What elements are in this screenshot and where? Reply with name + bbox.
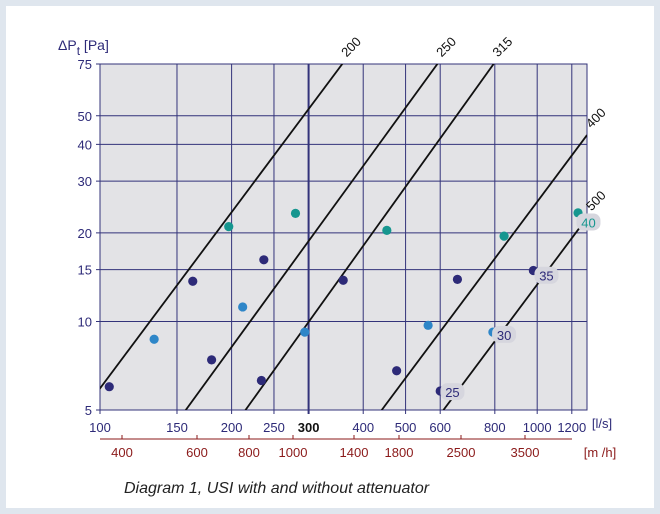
data-point: [423, 320, 433, 330]
point-label-bg: [492, 325, 517, 343]
chart-caption: Diagram 1, USI with and without attenuat…: [124, 480, 430, 497]
x-tick-label: 100: [89, 420, 111, 435]
x-axis-label: [l/s]: [592, 416, 612, 431]
data-point: [224, 222, 234, 232]
secondary-tick-label: 2500: [447, 445, 476, 460]
point-label-bg: [576, 213, 601, 231]
data-point: [149, 334, 159, 344]
y-tick-label: 20: [78, 226, 92, 241]
x-tick-label: 300: [298, 420, 320, 435]
series-line-315: [244, 64, 495, 410]
x-tick-label: 400: [352, 420, 374, 435]
series-label-315: 315: [489, 34, 515, 60]
series-line-250: [184, 64, 439, 410]
y-axis-label: ΔPt [Pa]: [58, 37, 109, 58]
point-label: 30: [497, 328, 511, 343]
point-label-bg: [440, 383, 465, 401]
point-label: 35: [539, 269, 553, 284]
x-tick-label: 150: [166, 420, 188, 435]
y-tick-label: 15: [78, 263, 92, 278]
secondary-tick-label: 3500: [511, 445, 540, 460]
series-label-250: 250: [433, 34, 459, 60]
secondary-tick-label: 1000: [279, 445, 308, 460]
x-tick-label: 250: [263, 420, 285, 435]
plot-border: [99, 63, 588, 411]
y-tick-label: 30: [78, 174, 92, 189]
data-point: [104, 382, 114, 392]
data-point: [338, 275, 348, 285]
data-point: [499, 231, 509, 241]
chart-frame: 100 150 200 250 300 400 500 600 800 1000 1200 5 10 15…: [6, 6, 654, 508]
series-line-400: [380, 134, 587, 410]
series-line-200: [100, 64, 344, 390]
y-tick-label: 40: [78, 137, 92, 152]
data-point: [300, 327, 310, 337]
data-point: [238, 302, 248, 312]
secondary-tick-label: 400: [111, 445, 133, 460]
data-point: [382, 225, 392, 235]
point-label: 40: [581, 215, 595, 230]
data-point: [290, 208, 301, 218]
secondary-axis-label: [m /h]: [584, 445, 617, 460]
point-label: 25: [445, 385, 459, 400]
point-label-bg: [534, 266, 559, 284]
data-point: [259, 255, 269, 265]
x-tick-label: 600: [429, 420, 451, 435]
chart: 100 150 200 250 300 400 500 600 800 1000 1200 5 10 15…: [58, 34, 617, 460]
data-point: [256, 375, 267, 386]
data-point: [207, 355, 217, 365]
data-point: [452, 274, 463, 284]
y-tick-label: 5: [85, 403, 92, 418]
x-tick-label: 500: [395, 420, 417, 435]
x-tick-label: 1200: [557, 420, 586, 435]
series-label-200: 200: [338, 34, 364, 60]
y-tick-label: 10: [78, 314, 92, 329]
series-line-500: [442, 217, 587, 410]
secondary-tick-label: 600: [186, 445, 208, 460]
secondary-tick-label: 1400: [340, 445, 369, 460]
y-tick-label: 50: [78, 109, 92, 124]
x-tick-label: 1000: [523, 420, 552, 435]
data-point: [392, 366, 402, 376]
x-tick-label: 800: [484, 420, 506, 435]
data-point: [188, 276, 198, 286]
secondary-tick-label: 1800: [385, 445, 414, 460]
secondary-tick-label: 800: [238, 445, 260, 460]
x-tick-label: 200: [221, 420, 243, 435]
y-tick-label: 75: [78, 57, 92, 72]
